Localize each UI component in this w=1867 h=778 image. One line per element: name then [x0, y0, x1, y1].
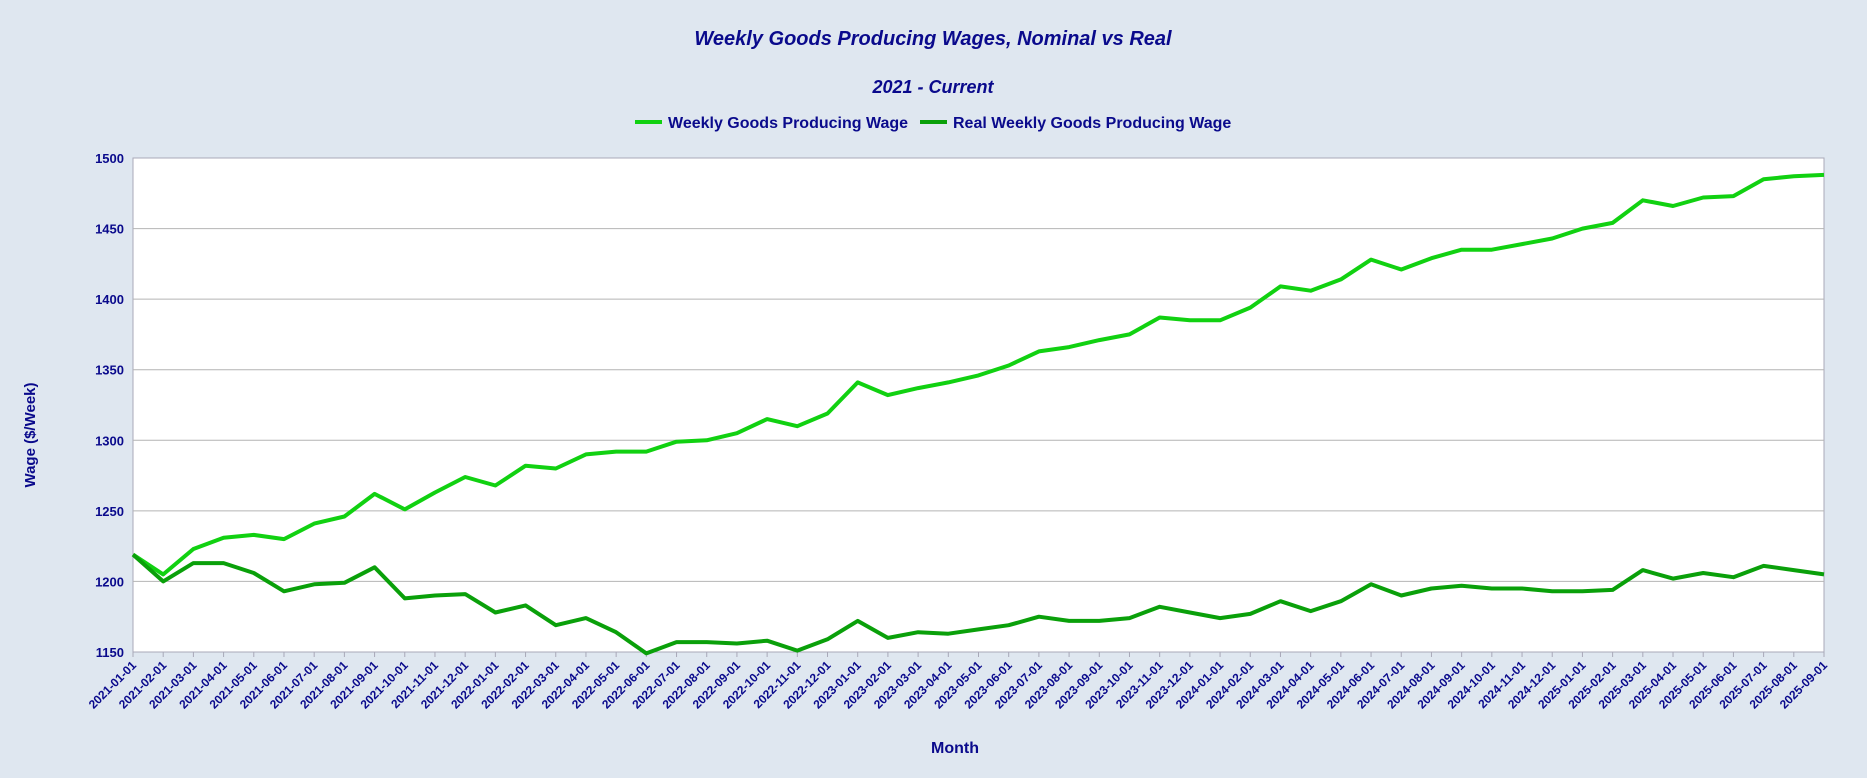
- gridlines: [133, 228, 1824, 582]
- legend: Weekly Goods Producing Wage Real Weekly …: [635, 115, 1231, 132]
- y-tick-label: 1450: [95, 222, 124, 237]
- series-line-nominal-wage: [131, 172, 1825, 577]
- legend-label-nominal: Weekly Goods Producing Wage: [668, 115, 908, 132]
- chart-subtitle: 2021 - Current: [871, 77, 994, 97]
- legend-label-real: Real Weekly Goods Producing Wage: [953, 115, 1231, 132]
- y-tick-label: 1350: [95, 363, 124, 378]
- x-axis-label: Month: [931, 740, 979, 757]
- y-axis-ticks: 1150 1200 1250 1300 1350 1400 1450 1500: [95, 151, 124, 660]
- x-axis-ticks: 2021-01-012021-02-012021-03-012021-04-01…: [86, 652, 1830, 712]
- y-tick-label: 1300: [95, 433, 124, 448]
- y-tick-label: 1200: [95, 574, 124, 589]
- y-tick-label: 1150: [96, 645, 124, 660]
- y-tick-label: 1400: [95, 292, 124, 307]
- series-lines: [131, 172, 1825, 656]
- y-axis-label: Wage ($/Week): [22, 382, 39, 487]
- y-tick-label: 1500: [95, 151, 124, 166]
- chart-title: Weekly Goods Producing Wages, Nominal vs…: [694, 28, 1172, 50]
- series-line-real-wage: [131, 553, 1825, 656]
- y-tick-label: 1250: [95, 504, 124, 519]
